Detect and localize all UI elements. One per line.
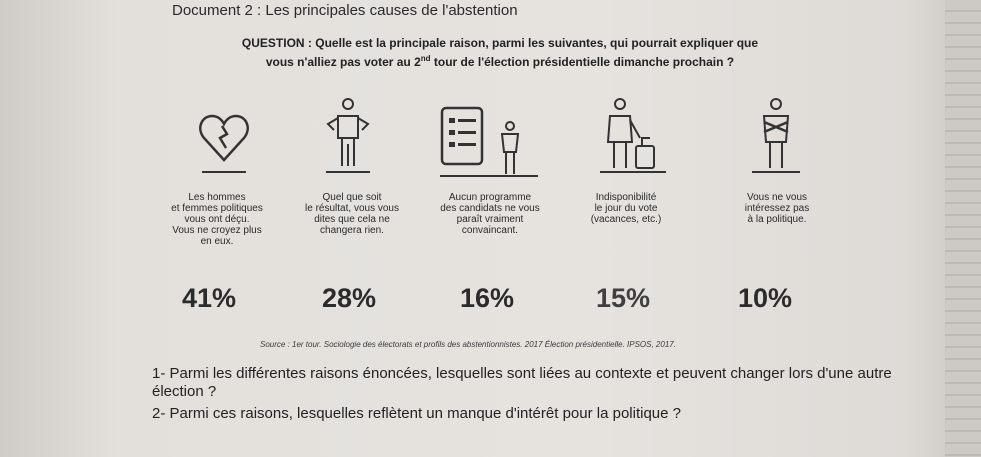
question-line2-start: vous n'alliez pas voter au 2 (265, 55, 421, 69)
reason-2-percent: 28% (322, 283, 377, 313)
reason-label-3: Aucun programme des candidats ne vous pa… (420, 192, 560, 236)
reason-3-line-1: Aucun programme (448, 192, 532, 203)
reason-3-percent: 16% (460, 283, 515, 313)
reason-3-line-4: convaincant. (461, 225, 519, 236)
reason-3-line-3: paraît vraiment (456, 214, 524, 225)
reason-label-5: Vous ne vous intéressez pas à la politiq… (718, 192, 836, 225)
reason-1-line-4: Vous ne croyez plus (172, 225, 262, 236)
reason-2-line-4: changera rien. (320, 225, 384, 236)
question-sup: nd (420, 54, 431, 63)
shrugging-person-icon (320, 96, 376, 181)
page-stack-edge (945, 0, 981, 457)
arms-crossed-person-icon (748, 96, 804, 181)
reason-label-2: Quel que soit le résultat, vous vous dit… (282, 192, 422, 236)
exercise-question-1: 1- Parmi les différentes raisons énoncée… (152, 365, 892, 400)
reason-2-line-2: le résultat, vous vous (305, 203, 399, 214)
traveler-suitcase-icon (596, 96, 672, 181)
reason-4-line-3: (vacances, etc.) (590, 214, 662, 225)
question-prefix: QUESTION : (241, 36, 316, 50)
question-line1: Quelle est la principale raison, parmi l… (315, 36, 759, 50)
reason-1-percent: 41% (182, 283, 237, 313)
reason-3-line-2: des candidats ne vous (440, 203, 540, 214)
exercise-question-2: 2- Parmi ces raisons, lesquelles reflète… (152, 405, 681, 422)
reason-5-line-2: intéressez pas (744, 203, 810, 214)
reason-5-percent: 10% (738, 283, 793, 313)
person-reading-board-icon (440, 104, 540, 184)
document-title: Document 2 : Les principales causes de l… (172, 2, 518, 19)
reason-label-1: Les hommes et femmes politiques vous ont… (152, 192, 282, 247)
reason-2-line-3: dites que cela ne (314, 214, 390, 225)
reason-4-line-1: Indisponibilité (595, 192, 657, 203)
question-line2-end: tour de l'élection présidentielle dimanc… (430, 55, 735, 69)
reason-5-line-1: Vous ne vous (746, 192, 808, 203)
reason-label-4: Indisponibilité le jour du vote (vacance… (566, 192, 686, 225)
reason-1-line-2: et femmes politiques (171, 203, 263, 214)
reason-1-line-5: en eux. (200, 236, 234, 247)
survey-question: QUESTION : Quelle est la principale rais… (190, 36, 810, 70)
reason-2-line-1: Quel que soit (322, 192, 382, 203)
reason-4-percent: 15% (596, 283, 651, 313)
source-note: Source : 1er tour. Sociologie des électo… (260, 340, 676, 349)
reason-1-line-3: vous ont déçu. (184, 214, 250, 225)
reason-5-line-3: à la politique. (747, 214, 807, 225)
broken-heart-icon (196, 108, 252, 178)
reason-1-line-1: Les hommes (188, 192, 246, 203)
reason-4-line-2: le jour du vote (594, 203, 658, 214)
